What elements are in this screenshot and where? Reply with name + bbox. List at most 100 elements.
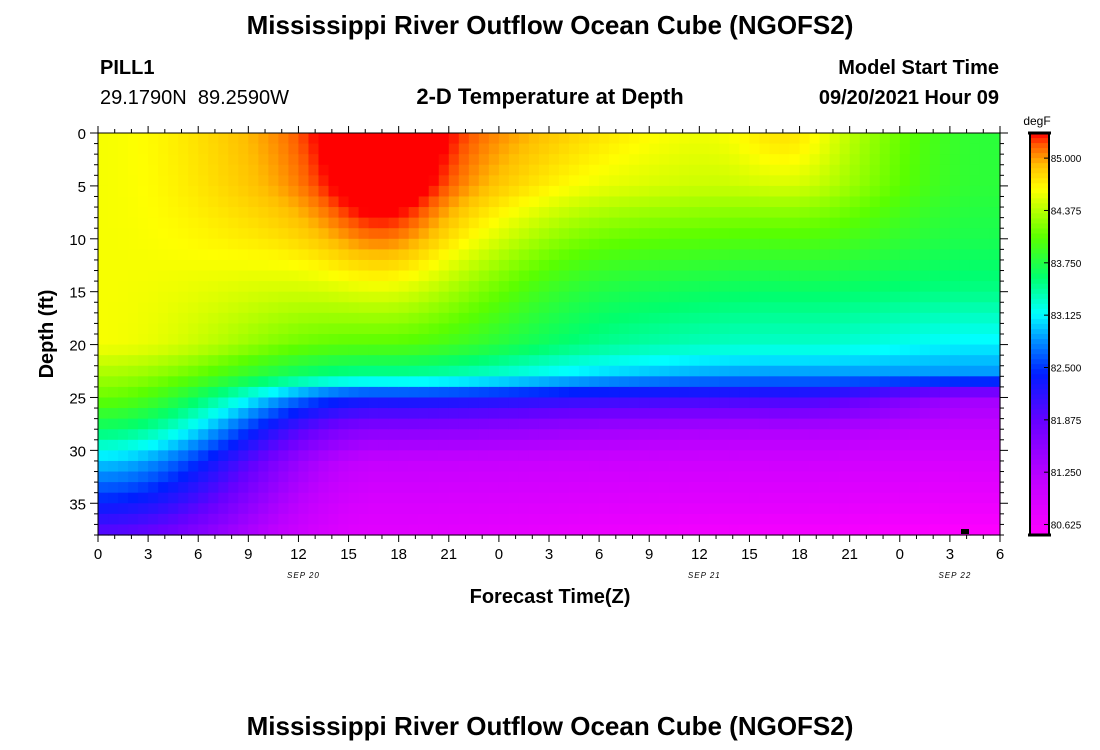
heatmap-cell	[108, 291, 119, 303]
heatmap-cell	[709, 238, 720, 250]
heatmap-cell	[859, 238, 871, 250]
heatmap-cell	[178, 524, 189, 536]
chart-title: 2-D Temperature at Depth	[416, 84, 684, 109]
heatmap-cell	[478, 323, 490, 335]
heatmap-cell	[288, 270, 300, 282]
heatmap-cell	[629, 460, 640, 473]
heatmap-cell	[939, 185, 951, 198]
heatmap-cell	[829, 312, 841, 325]
heatmap-cell	[278, 270, 290, 282]
heatmap-cell	[208, 281, 219, 293]
heatmap-cell	[498, 386, 510, 399]
heatmap-cell	[669, 196, 680, 208]
heatmap-cell	[709, 207, 720, 219]
heatmap-cell	[839, 344, 851, 356]
heatmap-cell	[138, 482, 149, 494]
heatmap-cell	[699, 429, 710, 441]
heatmap-cell	[148, 334, 159, 346]
heatmap-cell	[138, 175, 149, 187]
heatmap-cell	[789, 365, 801, 377]
heatmap-cell	[388, 196, 400, 208]
heatmap-cell	[809, 376, 821, 388]
heatmap-cell	[619, 429, 630, 441]
heatmap-cell	[929, 238, 941, 250]
heatmap-cell	[979, 154, 991, 166]
heatmap-cell	[188, 196, 199, 208]
heatmap-cell	[148, 408, 159, 420]
heatmap-cell	[809, 408, 821, 420]
heatmap-cell	[148, 323, 159, 335]
heatmap-cell	[318, 450, 330, 462]
heatmap-cell	[338, 334, 350, 346]
heatmap-cell	[288, 185, 300, 198]
heatmap-cell	[589, 164, 600, 176]
heatmap-cell	[98, 302, 109, 314]
heatmap-cell	[408, 376, 420, 388]
heatmap-cell	[518, 408, 530, 420]
heatmap-cell	[428, 418, 440, 430]
heatmap-cell	[879, 397, 891, 409]
heatmap-cell	[358, 450, 370, 462]
heatmap-cell	[348, 334, 360, 346]
heatmap-cell	[518, 365, 530, 377]
heatmap-cell	[158, 270, 169, 282]
heatmap-cell	[158, 143, 169, 155]
heatmap-cell	[659, 323, 670, 335]
heatmap-cell	[619, 270, 630, 282]
heatmap-cell	[188, 238, 199, 250]
heatmap-cell	[979, 408, 991, 420]
colorbar-swatch	[1030, 524, 1049, 531]
heatmap-cell	[198, 386, 209, 399]
heatmap-cell	[709, 185, 720, 198]
heatmap-cell	[829, 450, 841, 462]
heatmap-cell	[108, 365, 119, 377]
heatmap-cell	[278, 376, 290, 388]
heatmap-cell	[919, 376, 931, 388]
heatmap-cell	[599, 228, 610, 240]
heatmap-cell	[789, 408, 801, 420]
heatmap-cell	[949, 270, 961, 282]
heatmap-cell	[238, 323, 249, 335]
colorbar-swatch	[1030, 258, 1049, 265]
heatmap-cell	[228, 133, 239, 145]
heatmap-cell	[849, 291, 861, 303]
heatmap-cell	[498, 418, 510, 430]
heatmap-cell	[218, 175, 229, 187]
heatmap-cell	[368, 259, 380, 272]
heatmap-cell	[739, 418, 751, 430]
heatmap-cell	[749, 471, 761, 483]
heatmap-cell	[478, 164, 490, 176]
heatmap-cell	[298, 386, 310, 399]
heatmap-cell	[528, 397, 540, 409]
heatmap-cell	[839, 217, 851, 229]
heatmap-cell	[378, 270, 390, 282]
heatmap-cell	[218, 450, 229, 462]
heatmap-cell	[508, 238, 520, 250]
heatmap-cell	[218, 397, 229, 409]
heatmap-cell	[819, 439, 831, 451]
heatmap-cell	[418, 323, 430, 335]
heatmap-cell	[809, 133, 821, 145]
heatmap-cell	[559, 524, 570, 536]
heatmap-cell	[328, 154, 340, 166]
heatmap-cell	[308, 397, 320, 409]
heatmap-cell	[208, 164, 219, 176]
heatmap-cell	[649, 154, 660, 166]
heatmap-cell	[939, 175, 951, 187]
heatmap-cell	[308, 471, 320, 483]
heatmap-cell	[859, 154, 871, 166]
heatmap-cell	[929, 492, 941, 504]
heatmap-cell	[879, 238, 891, 250]
heatmap-cell	[408, 365, 420, 377]
colorbar-tick-label: 85.000	[1051, 154, 1082, 165]
heatmap-cell	[148, 164, 159, 176]
heatmap-cell	[639, 249, 650, 261]
heatmap-cell	[699, 323, 710, 335]
heatmap-cell	[318, 143, 330, 155]
heatmap-cell	[759, 503, 771, 515]
heatmap-cell	[158, 312, 169, 325]
heatmap-cell	[769, 228, 781, 240]
x-tick-label: 3	[545, 546, 553, 563]
x-tick-label: 6	[194, 546, 202, 563]
heatmap-cell	[508, 397, 520, 409]
